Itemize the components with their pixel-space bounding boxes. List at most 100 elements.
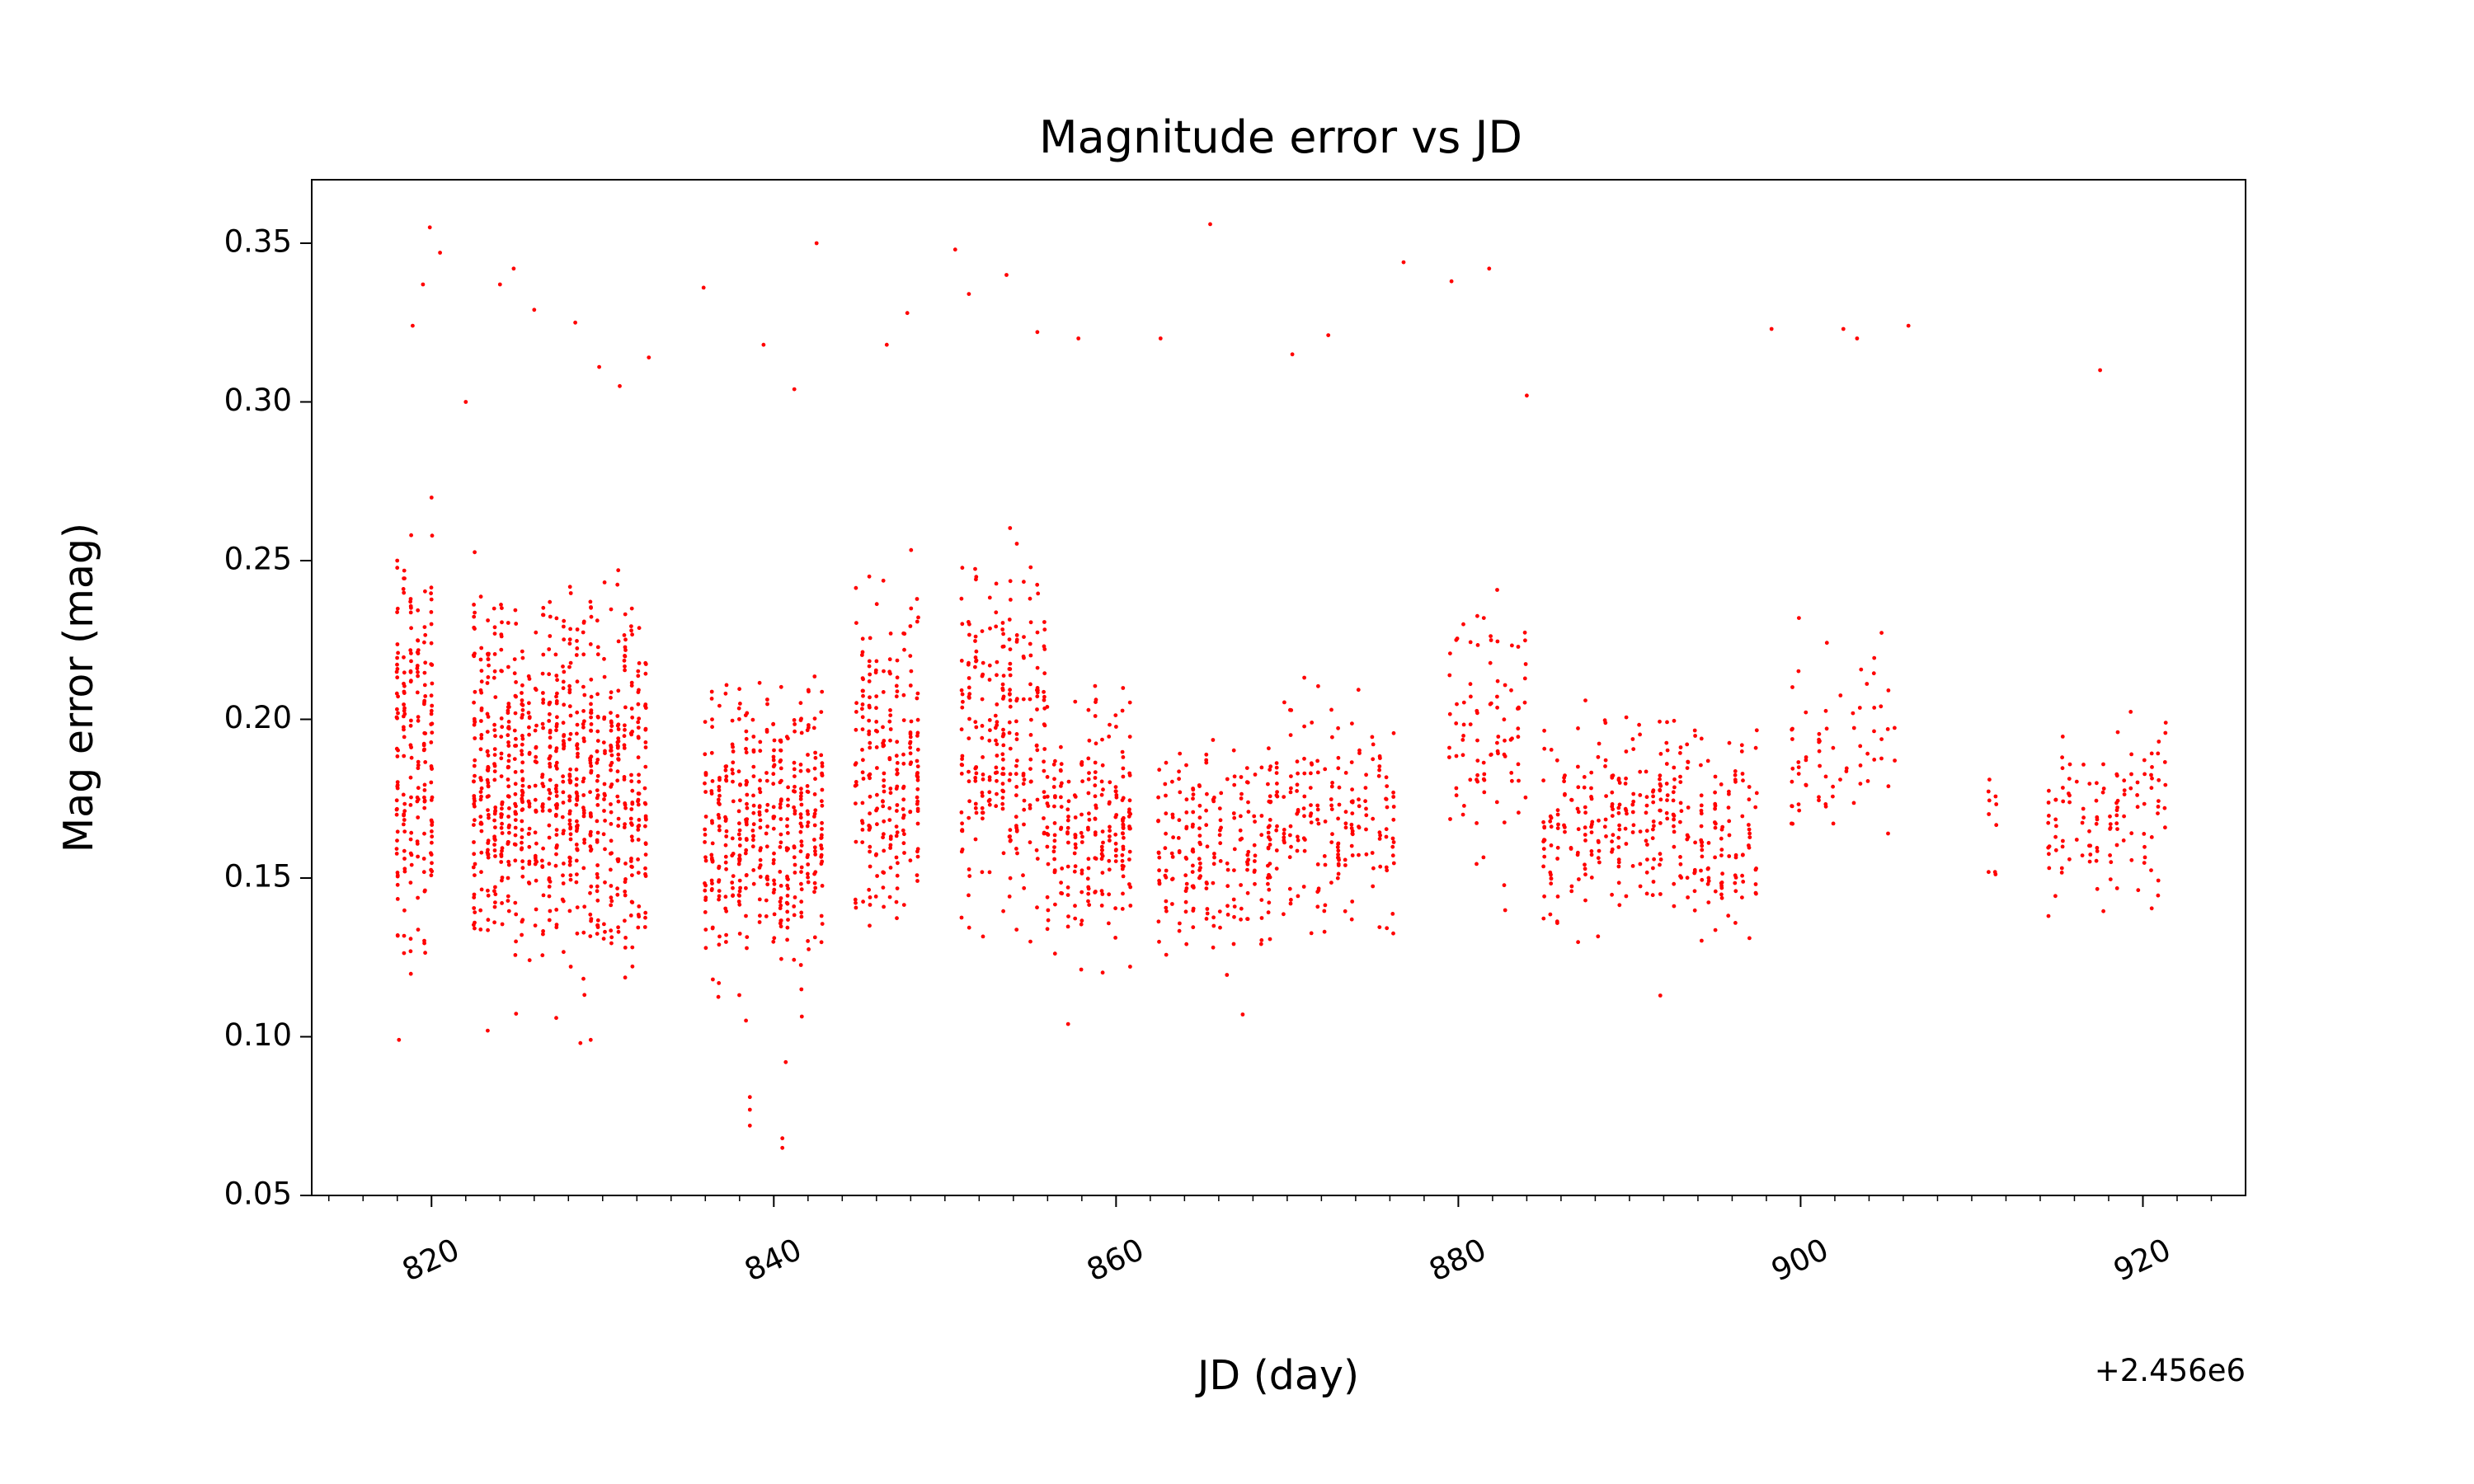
data-point: [479, 719, 483, 723]
data-point: [623, 890, 628, 894]
data-point: [1100, 848, 1104, 852]
data-point: [1232, 847, 1237, 852]
data-point: [987, 870, 992, 875]
data-point: [771, 754, 776, 759]
data-point: [1481, 855, 1486, 860]
data-point: [1072, 851, 1077, 856]
data-point: [609, 768, 613, 773]
data-point: [1253, 859, 1257, 863]
data-point: [1246, 800, 1250, 805]
data-point: [959, 659, 964, 663]
data-point: [1447, 673, 1452, 678]
data-point: [1086, 777, 1091, 782]
data-point: [1035, 582, 1040, 587]
data-point: [806, 812, 811, 816]
data-point: [1282, 795, 1286, 799]
data-point: [1028, 840, 1032, 845]
data-point: [486, 1028, 490, 1033]
data-point: [1462, 804, 1466, 808]
data-point: [1008, 647, 1013, 651]
data-point: [520, 649, 524, 654]
data-point: [1658, 797, 1663, 802]
data-point: [882, 784, 887, 788]
data-point: [547, 787, 552, 792]
data-point: [500, 725, 505, 730]
data-point: [595, 749, 600, 754]
data-point: [637, 779, 642, 784]
data-point: [1330, 832, 1334, 837]
data-point: [1045, 825, 1050, 829]
data-point: [820, 803, 825, 808]
data-point: [402, 576, 406, 580]
data-point: [2088, 852, 2093, 857]
data-point: [1045, 794, 1050, 799]
data-point: [1879, 631, 1884, 635]
data-point: [764, 730, 769, 734]
data-point: [1624, 776, 1628, 781]
data-point: [875, 822, 879, 827]
data-point: [1073, 864, 1078, 869]
data-point: [915, 730, 920, 735]
data-point: [1753, 882, 1758, 886]
data-point: [888, 791, 893, 796]
data-point: [1390, 844, 1395, 849]
data-point: [533, 728, 538, 733]
data-point: [500, 831, 505, 835]
data-point: [1495, 694, 1499, 699]
data-point: [1113, 859, 1118, 863]
data-point: [1093, 830, 1098, 835]
data-point: [1357, 751, 1362, 755]
data-point: [1665, 720, 1669, 725]
data-point: [960, 692, 965, 697]
data-point: [520, 846, 524, 851]
data-point: [2163, 825, 2167, 830]
data-point: [908, 858, 913, 863]
data-point: [738, 885, 742, 890]
data-point: [1197, 826, 1202, 831]
data-point: [1719, 892, 1724, 897]
data-point: [1378, 864, 1383, 869]
data-point: [514, 680, 518, 684]
data-point: [730, 853, 735, 858]
data-point: [873, 728, 878, 733]
data-point: [486, 928, 490, 932]
data-point: [1796, 765, 1801, 769]
data-point: [1302, 724, 1306, 729]
data-point: [901, 797, 906, 802]
data-point: [1651, 794, 1655, 799]
data-point: [1713, 774, 1718, 779]
data-point: [1523, 638, 1527, 643]
data-point: [581, 684, 586, 689]
data-point: [438, 251, 442, 255]
data-point: [1073, 833, 1078, 838]
data-point: [520, 808, 524, 812]
data-point: [764, 844, 769, 849]
data-point: [568, 591, 573, 595]
data-point: [730, 742, 735, 747]
data-point: [772, 763, 777, 768]
data-point: [430, 681, 435, 686]
data-point: [874, 745, 879, 749]
data-point: [799, 987, 804, 992]
data-point: [637, 661, 642, 665]
data-point: [745, 838, 749, 843]
data-point: [623, 805, 628, 810]
data-point: [492, 625, 497, 630]
data-point: [1309, 931, 1314, 936]
data-point: [2149, 906, 2154, 911]
data-point: [772, 936, 777, 941]
data-point: [1099, 857, 1104, 862]
data-point: [1289, 898, 1293, 902]
data-point: [1644, 870, 1649, 875]
data-point: [731, 799, 736, 804]
data-point: [520, 707, 525, 712]
data-point: [1329, 881, 1333, 885]
data-point: [429, 495, 434, 500]
data-point: [1268, 843, 1272, 847]
data-point: [744, 885, 748, 890]
data-point: [882, 778, 887, 782]
data-point: [595, 863, 600, 867]
data-point: [1495, 749, 1500, 754]
data-point: [506, 764, 510, 769]
data-point: [1569, 889, 1574, 894]
